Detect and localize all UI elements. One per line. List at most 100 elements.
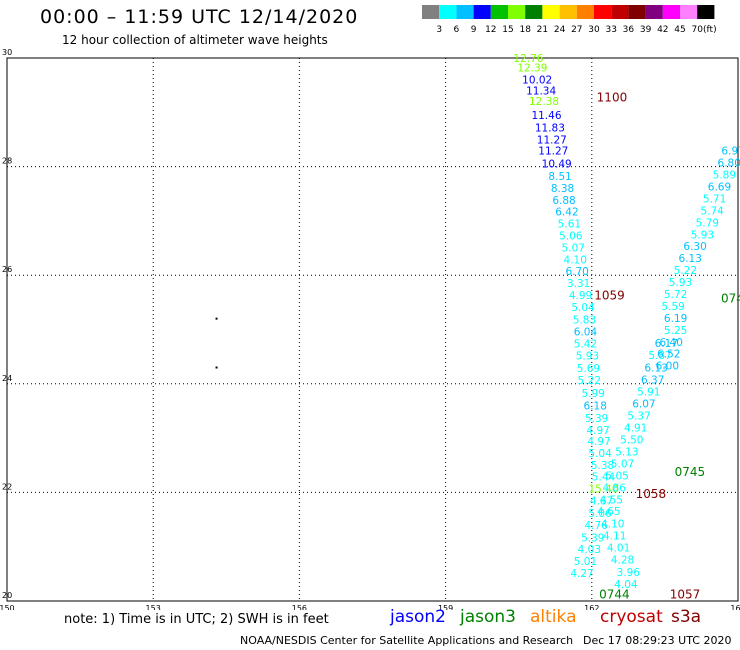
legend-label: 3 (436, 25, 442, 35)
wave-height-value: 6.80 (718, 158, 740, 170)
legend-swatch (508, 5, 526, 19)
wave-height-value: 4.99 (569, 290, 592, 302)
wave-height-value: 5.87 (648, 350, 671, 362)
wave-height-value: 6.42 (555, 206, 578, 218)
wave-height-value: 5.71 (703, 193, 726, 205)
legend-swatch (645, 5, 663, 19)
wave-height-value: 4.97 (587, 436, 610, 448)
wave-height-value: 4.01 (607, 543, 630, 555)
credit-line: NOAA/NESDIS Center for Satellite Applica… (240, 634, 574, 647)
track-1058: 5.385.4415.404.675.064.765.394.035.014.2… (570, 460, 666, 580)
wave-height-value: 4.65 (597, 506, 620, 518)
wave-height-value: 6.97 (721, 146, 740, 158)
satellite-s3a: s3a (671, 607, 702, 627)
map-frame (6, 57, 739, 602)
lat-tick-label: 20 (2, 591, 12, 600)
wave-height-value: 11.27 (538, 146, 568, 158)
footnote: note: 1) Time is in UTC; 2) SWH is in fe… (64, 612, 329, 627)
legend-label: 6 (454, 25, 460, 35)
wave-height-value: 6.04 (574, 326, 598, 338)
wave-height-value: 8.38 (551, 183, 574, 195)
wave-height-value: 5.39 (581, 532, 604, 544)
track-time-label: 1058 (636, 487, 667, 501)
wave-height-value: 6.00 (656, 361, 679, 373)
wave-height-value: 4.86 (603, 482, 627, 494)
wave-height-value: 4.04 (614, 579, 638, 591)
wave-height-value: 5.25 (664, 325, 687, 337)
satellite-jason3: jason3 (460, 607, 516, 627)
wave-height-value: 5.93 (576, 350, 599, 362)
page-subtitle: 12 hour collection of altimeter wave hei… (62, 33, 328, 47)
legend-label: 30 (588, 25, 600, 35)
legend-swatch (525, 5, 543, 19)
wave-height-value: 5.89 (713, 170, 736, 182)
legend-label: 9 (471, 25, 477, 35)
page-title: 00:00 – 11:59 UTC 12/14/2020 (40, 6, 359, 28)
track-time-label: 1057 (670, 587, 701, 601)
track-time-label: 0745 (675, 465, 706, 479)
wave-height-value: 11.27 (537, 134, 567, 146)
wave-height-value: 12.38 (529, 96, 559, 108)
wave-height-value: 5.44 (592, 471, 616, 483)
generation-timestamp: Dec 17 08:29:23 UTC 2020 (583, 634, 732, 647)
wave-height-value: 4.11 (603, 531, 626, 543)
legend-label: 21 (537, 25, 548, 35)
wave-height-value: 4.27 (570, 568, 593, 580)
legend-swatch (559, 5, 577, 19)
wave-height-value: 5.99 (582, 388, 605, 400)
legend-swatch (439, 5, 457, 19)
wave-height-value: 11.46 (531, 110, 561, 122)
legend-swatch (697, 5, 715, 19)
wave-height-value: 5.07 (562, 242, 585, 254)
legend-swatch (473, 5, 491, 19)
wave-height-value: 5.06 (588, 508, 612, 520)
wave-height-value: 5.61 (558, 218, 581, 230)
track-1100: 12.7612.3910.0211.3412.3811.4611.8311.27… (513, 53, 627, 266)
wave-height-value: 6.19 (664, 313, 687, 325)
lon-tick-label: 162 (584, 604, 599, 610)
lat-tick-label: 30 (2, 48, 12, 57)
track-0744: 0744 (599, 587, 630, 601)
wave-height-value: 5.13 (615, 446, 638, 458)
legend-swatch (490, 5, 508, 19)
lon-tick-label: 156 (292, 604, 307, 610)
legend-label: 39 (640, 25, 652, 35)
legend-swatch (628, 5, 646, 19)
legend-label: 70 (691, 25, 703, 35)
wave-height-value: 4.03 (578, 544, 601, 556)
wave-height-value: 10.49 (542, 159, 572, 171)
wave-height-value: 5.72 (664, 289, 687, 301)
wave-height-value: 5.07 (611, 458, 634, 470)
lat-tick-label: 28 (2, 157, 12, 166)
satellite-jason2: jason2 (390, 607, 446, 627)
legend-label: 45 (674, 25, 685, 35)
wave-height-value: 4.91 (624, 423, 647, 435)
legend-swatch (594, 5, 612, 19)
legend-swatch (576, 5, 594, 19)
legend-swatch (662, 5, 680, 19)
wave-height-value: 5.04 (571, 302, 595, 314)
wave-height-value: 5.42 (574, 338, 597, 350)
color-legend: 3 6 9 12 15 18 21 24 27 30 33 36 39 42 45 70 (ft) (422, 5, 717, 35)
wave-height-value: 5.04 (588, 448, 612, 460)
wave-height-value: 5.05 (605, 470, 628, 482)
wave-height-value: 5.79 (696, 217, 719, 229)
wave-height-value: 4.76 (584, 520, 608, 532)
wave-height-value: 12.39 (517, 63, 547, 75)
track-time-label: 1059 (594, 289, 625, 303)
wave-height-value: 5.83 (573, 315, 596, 327)
wave-height-value: 6.52 (657, 349, 680, 361)
wave-height-map[interactable]: 15015315615916216530282624222012.7612.39… (0, 0, 740, 610)
track-1057: 1057 (670, 587, 701, 601)
legend-label: 24 (554, 25, 566, 35)
wave-height-value: 5.93 (669, 277, 692, 289)
legend-label: 42 (657, 25, 668, 35)
lon-tick-label: 153 (146, 604, 161, 610)
wave-height-value: 5.37 (627, 411, 650, 423)
wave-height-value: 8.51 (548, 171, 571, 183)
wave-height-value: 6.37 (641, 374, 664, 386)
lat-tick-label: 22 (2, 482, 12, 491)
lat-tick-label: 26 (2, 265, 12, 274)
wave-height-value: 5.01 (574, 556, 597, 568)
track-0745: 6.175.876.136.375.916.075.374.915.505.13… (597, 338, 705, 591)
